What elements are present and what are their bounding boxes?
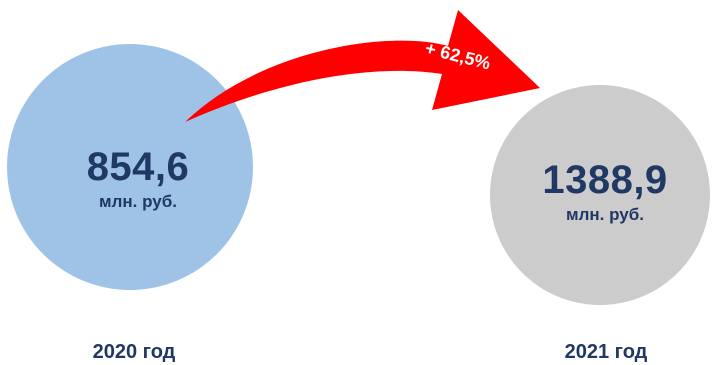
value-2021-unit: млн. руб. xyxy=(566,205,644,224)
value-2021-amount: 1388,9 xyxy=(542,158,668,202)
value-2021: 1388,9 млн. руб. xyxy=(507,158,703,226)
circle-2020 xyxy=(7,44,253,290)
growth-arrow xyxy=(185,10,540,122)
year-label-2021: 2021 год xyxy=(564,341,648,363)
year-label-2020: 2020 год xyxy=(92,341,176,363)
value-2020-amount: 854,6 xyxy=(86,145,190,189)
circle-2021 xyxy=(490,85,710,305)
value-2020: 854,6 млн. руб. xyxy=(48,145,228,213)
value-2020-unit: млн. руб. xyxy=(99,192,177,211)
